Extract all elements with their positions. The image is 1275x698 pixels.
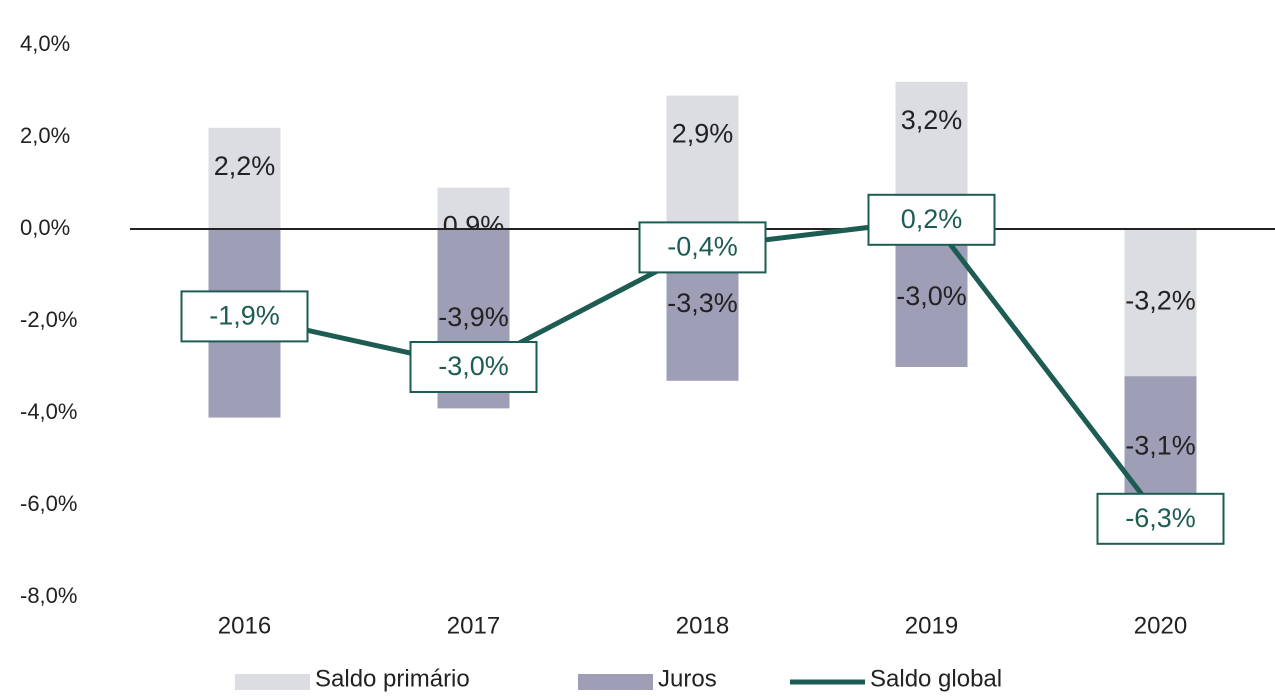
value-label: -3,0% <box>438 351 509 381</box>
x-tick-label: 2018 <box>676 612 729 639</box>
legend-label: Saldo primário <box>315 665 470 692</box>
value-label: -0,4% <box>667 232 738 262</box>
x-tick-label: 2020 <box>1134 612 1187 639</box>
x-tick-label: 2017 <box>447 612 500 639</box>
y-tick-label: -2,0% <box>20 307 77 332</box>
y-tick-label: -8,0% <box>20 583 77 608</box>
value-label: 0,2% <box>901 204 963 234</box>
value-label: -3,9% <box>438 302 509 332</box>
value-label: -6,3% <box>1125 503 1196 533</box>
y-tick-label: 2,0% <box>20 123 70 148</box>
x-tick-label: 2019 <box>905 612 958 639</box>
value-label: -3,1% <box>1125 431 1196 461</box>
legend-label: Juros <box>658 665 717 692</box>
value-label: 2,2% <box>214 151 276 181</box>
value-label: -3,3% <box>667 288 738 318</box>
y-tick-label: 4,0% <box>20 31 70 56</box>
y-tick-label: -4,0% <box>20 399 77 424</box>
value-label: 3,2% <box>901 105 963 135</box>
value-label: -3,0% <box>896 281 967 311</box>
bar <box>208 127 281 229</box>
value-label: -1,9% <box>209 301 280 331</box>
label-box <box>1096 492 1225 545</box>
value-label: 2,9% <box>672 119 734 149</box>
x-tick-label: 2016 <box>218 612 271 639</box>
bar <box>666 95 739 229</box>
label-box <box>867 193 996 246</box>
value-label: -3,2% <box>1125 286 1196 316</box>
y-tick-label: -6,0% <box>20 491 77 516</box>
label-box <box>409 341 538 393</box>
label-box <box>180 290 309 343</box>
legend-label: Saldo global <box>870 665 1002 692</box>
legend-swatch <box>235 674 310 690</box>
bar <box>1124 229 1197 377</box>
legend-swatch <box>578 674 653 690</box>
bar <box>437 187 510 229</box>
y-tick-label: 0,0% <box>20 215 70 240</box>
label-box <box>638 221 767 274</box>
